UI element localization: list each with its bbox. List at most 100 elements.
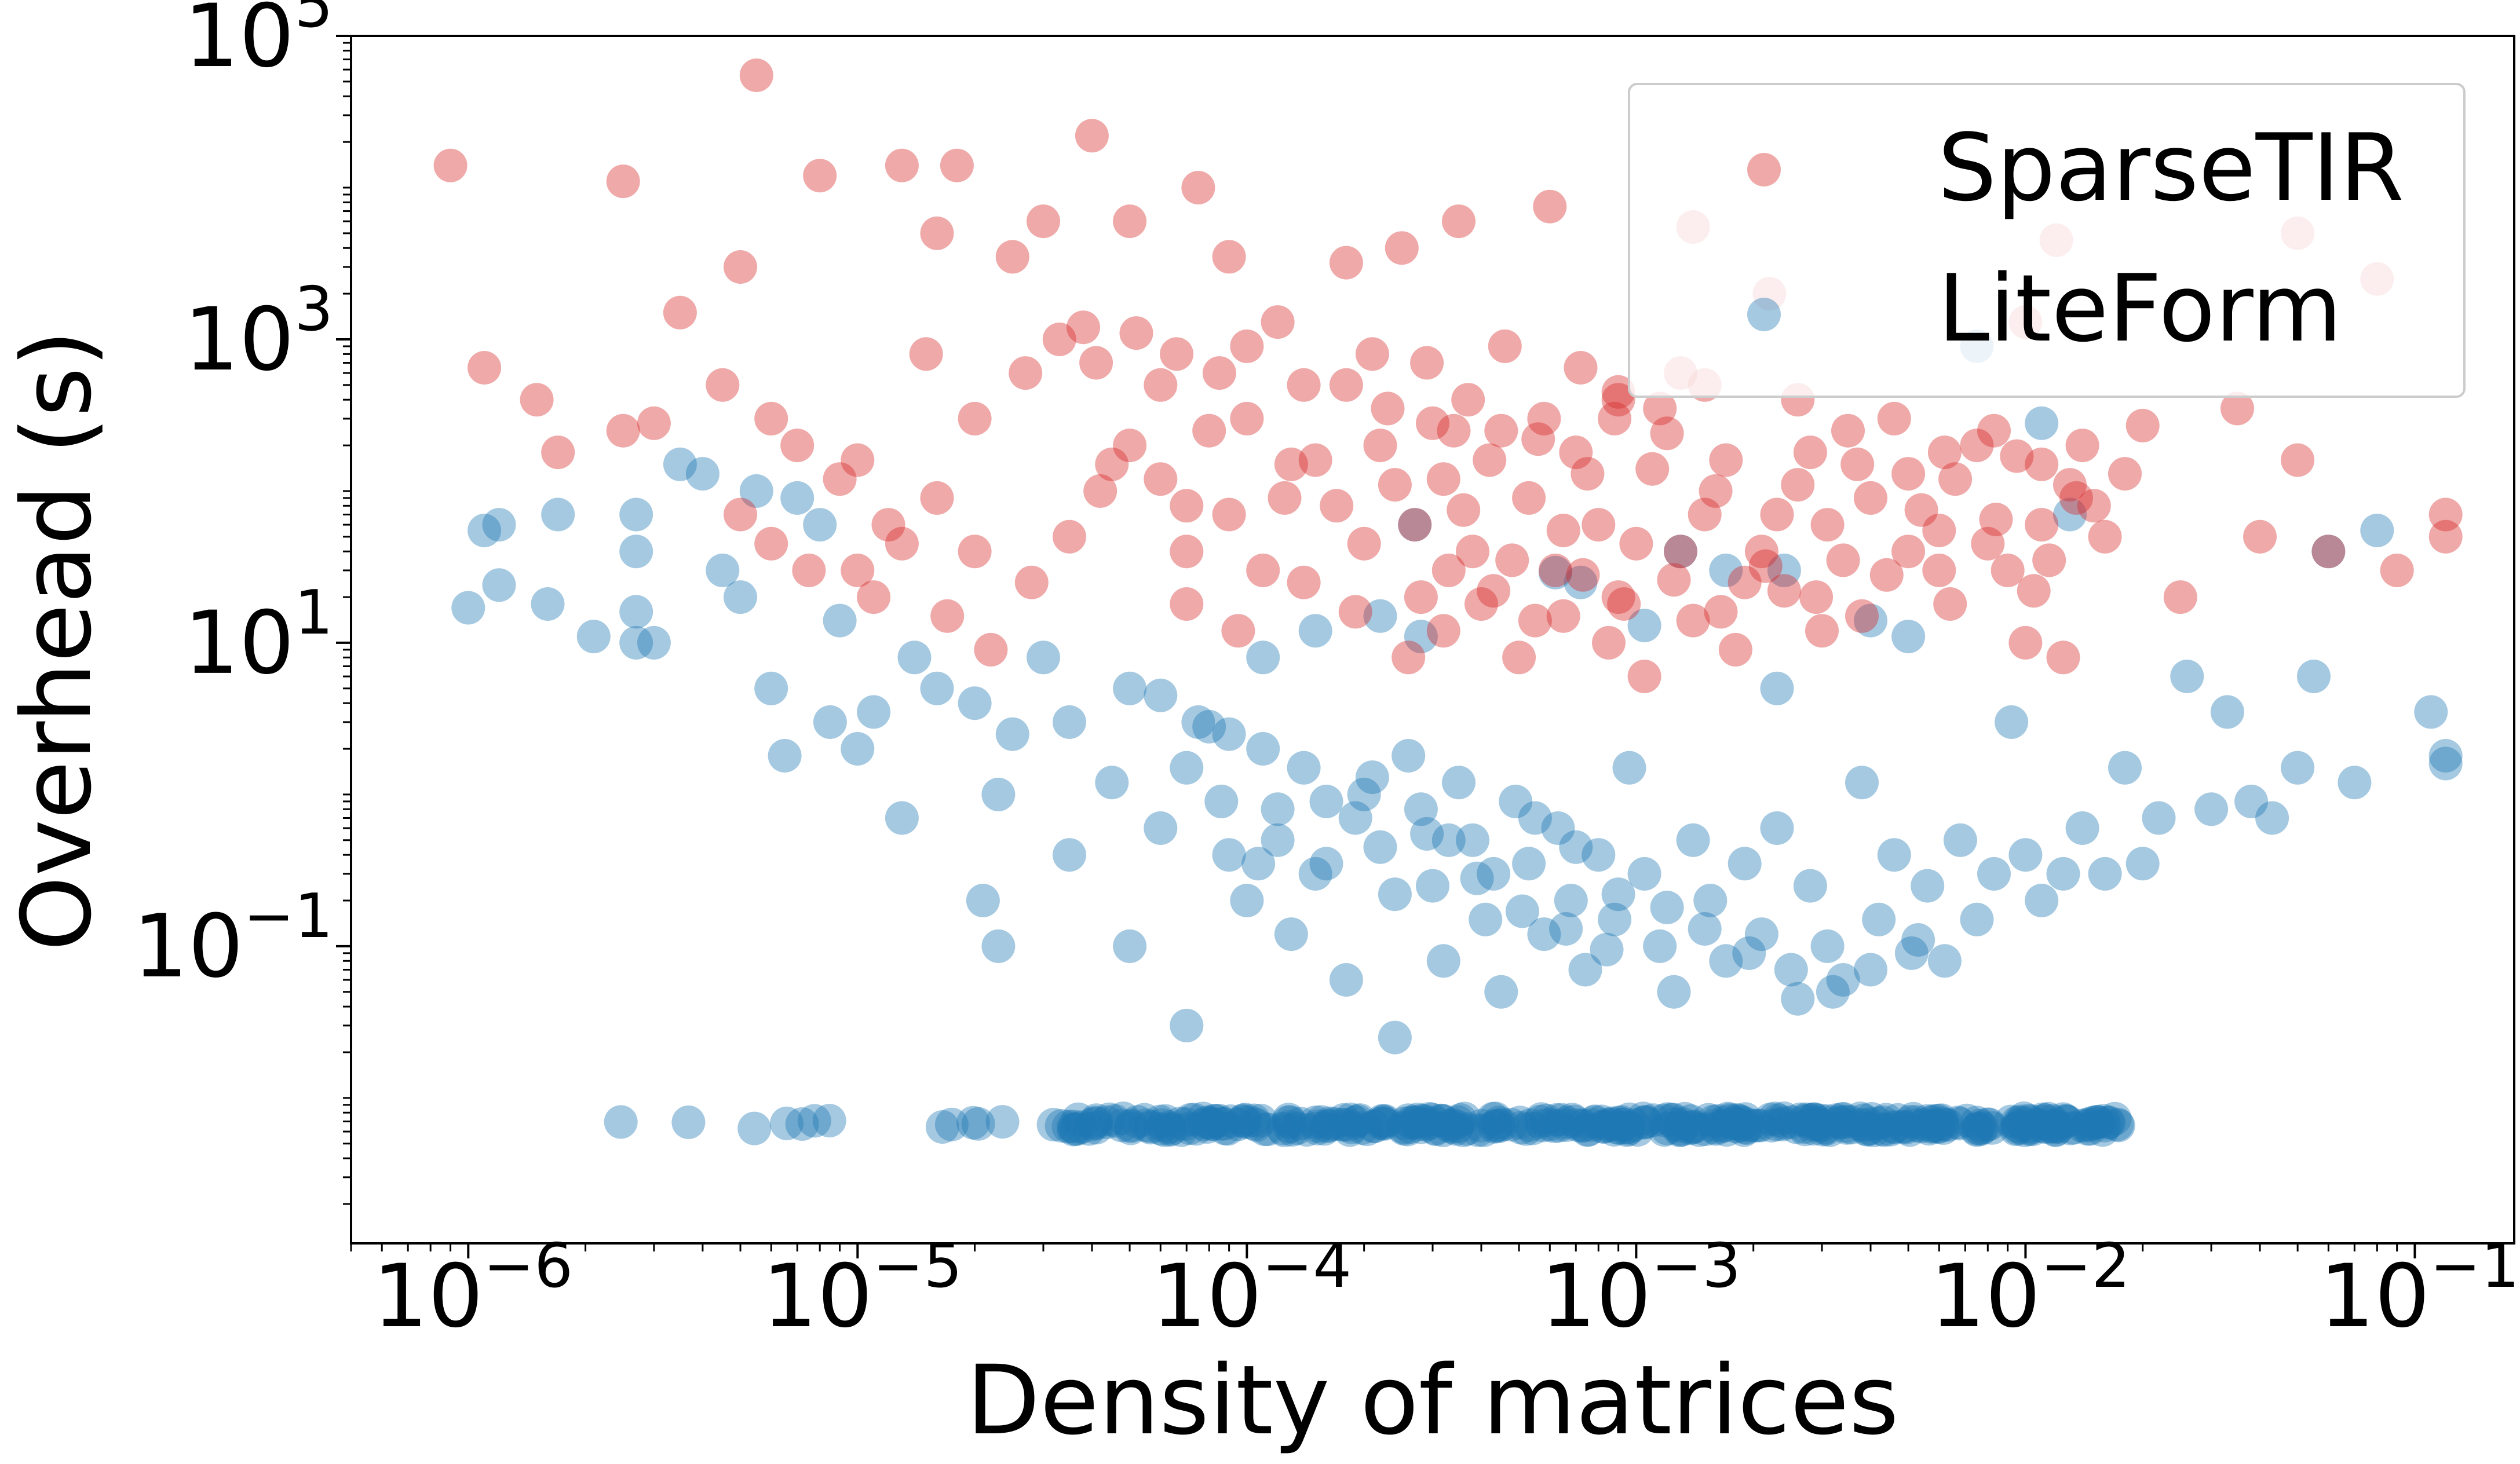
data-point [966,884,1000,917]
data-point [1204,1107,1239,1141]
data-point [1114,1111,1148,1145]
data-point [1426,462,1460,496]
data-point [1977,857,2011,891]
data-point [1393,1110,1427,1144]
data-point [1057,1110,1091,1144]
data-point [2080,1104,2114,1139]
data-point [2311,535,2346,569]
data-point [1053,519,1086,554]
data-point [1320,489,1354,523]
legend-label-liteform: LiteForm [1938,254,2342,363]
data-point [1523,1105,1557,1139]
data-point [1148,1113,1182,1147]
data-point [1309,847,1343,881]
data-point [1363,429,1397,463]
data-point [1464,587,1498,621]
data-point [1655,1103,1689,1137]
data-point [1144,368,1178,402]
data-point [1911,1104,1944,1138]
data-point [1699,474,1733,508]
data-point [1181,171,1215,204]
data-point [1509,1112,1543,1146]
data-point [1404,1110,1438,1144]
data-point [1754,1102,1788,1136]
data-point [1845,766,1879,800]
data-point [1598,902,1632,936]
data-point [1272,1103,1306,1137]
data-point [1186,1101,1220,1136]
data-point [1197,1104,1231,1138]
data-point [2428,519,2463,554]
data-point [2021,1108,2055,1142]
legend-frame [1628,83,2466,398]
data-point [1927,1107,1961,1141]
data-point [2338,766,2372,800]
data-point [1590,932,1624,967]
data-point [1612,751,1646,785]
data-point [541,435,575,470]
data-point [1056,1112,1090,1147]
data-point [1766,1107,1800,1141]
data-point [2028,1103,2062,1137]
data-point [1287,565,1321,599]
data-point [637,625,671,660]
data-point [1312,1108,1346,1143]
y-tick-label: 105 [184,0,333,87]
data-point [1274,917,1308,951]
data-point [482,508,516,542]
data-point [1181,705,1215,739]
data-point [1779,1110,1813,1144]
data-point [1601,1106,1635,1140]
data-point [1893,1113,1927,1147]
data-point [1541,811,1575,845]
data-point [1464,1108,1499,1143]
data-point [1447,493,1481,527]
data-point [1513,1108,1547,1142]
data-point [1728,565,1762,599]
data-point [1426,944,1460,978]
data-point [958,535,992,569]
data-point [1127,1103,1162,1137]
data-point [1737,1108,1772,1143]
data-point [1113,929,1147,963]
data-point [1095,447,1129,481]
data-point [1467,1113,1501,1147]
data-point [1230,401,1264,435]
data-point [1387,1112,1421,1146]
data-point [1847,1109,1881,1143]
data-point [1482,1109,1516,1143]
data-point [1431,553,1466,587]
data-point [1144,811,1178,845]
data-point [2086,1113,2120,1147]
data-point [1664,535,1697,569]
data-point [1601,877,1635,912]
data-point [1834,1111,1868,1145]
data-point [1918,1104,1952,1138]
data-point [1371,391,1405,426]
data-point [2220,391,2254,426]
data-point [1962,1111,1996,1145]
data-point [2100,1107,2134,1141]
data-point [1426,1113,1460,1147]
data-point [2035,1104,2069,1138]
data-point [1527,917,1561,951]
data-point [1298,857,1332,891]
data-point [1728,1110,1762,1144]
data-point [1806,1112,1840,1147]
data-point [1760,811,1794,845]
data-point [1143,1104,1177,1139]
data-point [785,1107,819,1141]
data-point [2017,574,2051,608]
data-point [1676,1109,1710,1143]
data-point [1212,717,1246,751]
data-point [1266,1111,1300,1145]
data-point [1202,356,1236,390]
data-point [2098,1101,2132,1136]
data-point [1226,1103,1261,1137]
data-point [1743,1108,1777,1143]
data-point [1208,1111,1242,1145]
data-point [1076,1107,1110,1141]
data-point [1960,1113,1994,1147]
data-point [1526,1108,1560,1143]
data-point [1419,1112,1453,1146]
